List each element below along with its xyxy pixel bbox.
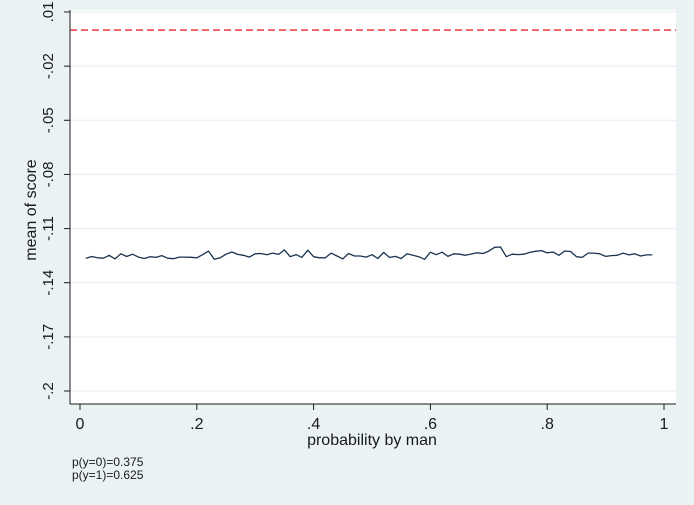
y-tick-label-1: -.02 [40,53,57,79]
y-tick-label-6: -.17 [40,324,57,350]
x-tick-label-5: 1 [660,416,669,433]
plot-area [70,10,676,404]
series-line-0 [85,246,653,260]
x-tick-label-3: .6 [424,416,437,433]
note-p-y1: p(y=1)=0.625 [72,468,144,482]
y-tick-label-5: -.14 [40,270,57,296]
x-tick-label-0: 0 [76,416,85,433]
probability-notes: p(y=0)=0.375 p(y=1)=0.625 [72,456,143,482]
x-axis-label: probability by man [307,432,437,449]
y-tick-label-4: -.11 [40,216,57,241]
note-p-y0: p(y=0)=0.375 [72,455,144,469]
grid-lines [70,11,676,392]
y-tick-label-0: .01 [40,2,57,23]
x-tick-label-2: .4 [307,416,320,433]
axes-group: .01 -.02 -.05 -.08 -.11 -.14 -.17 -.2 0 .2 .4 .6 .8 1 [40,2,676,433]
series-group [85,246,653,260]
y-tick-label-2: -.05 [40,107,57,133]
y-tick-label-3: -.08 [40,161,57,187]
x-tick-label-4: .8 [541,416,554,433]
y-axis-label: mean of score [23,159,40,260]
y-tick-label-7: -.2 [40,382,57,400]
x-tick-label-1: .2 [190,416,203,433]
